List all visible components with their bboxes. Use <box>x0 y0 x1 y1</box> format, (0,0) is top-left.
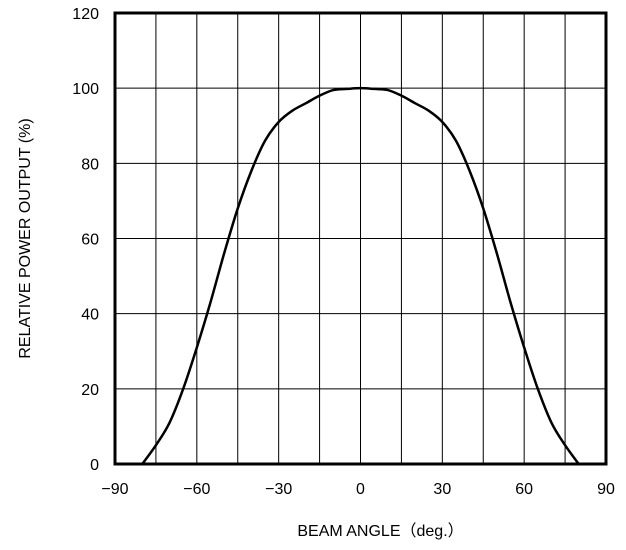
grid-lines <box>115 13 606 464</box>
y-tick-label: 40 <box>81 307 99 324</box>
y-tick-label: 80 <box>81 156 99 173</box>
x-axis-title: BEAM ANGLE（deg.） <box>297 522 463 540</box>
x-tick-label: 90 <box>597 481 615 498</box>
plot-frame <box>113 11 608 466</box>
tick-labels: −90 −60 −30 0 30 60 90 0 20 40 60 80 100 120 <box>72 6 615 498</box>
y-tick-label: 20 <box>81 382 99 399</box>
x-tick-label: 30 <box>433 481 451 498</box>
y-tick-label: 60 <box>81 232 99 249</box>
x-tick-label: 60 <box>515 481 533 498</box>
x-tick-label: 0 <box>356 481 365 498</box>
y-axis-title: RELATIVE POWER OUTPUT (%) <box>17 118 34 358</box>
y-tick-label: 100 <box>72 81 99 98</box>
series-line-0 <box>141 86 580 465</box>
x-tick-label: −30 <box>265 481 292 498</box>
x-tick-label: −90 <box>101 481 128 498</box>
x-tick-label: −60 <box>183 481 210 498</box>
y-tick-label: 120 <box>72 6 99 23</box>
y-tick-label: 0 <box>90 457 99 474</box>
series-layer <box>141 86 580 465</box>
